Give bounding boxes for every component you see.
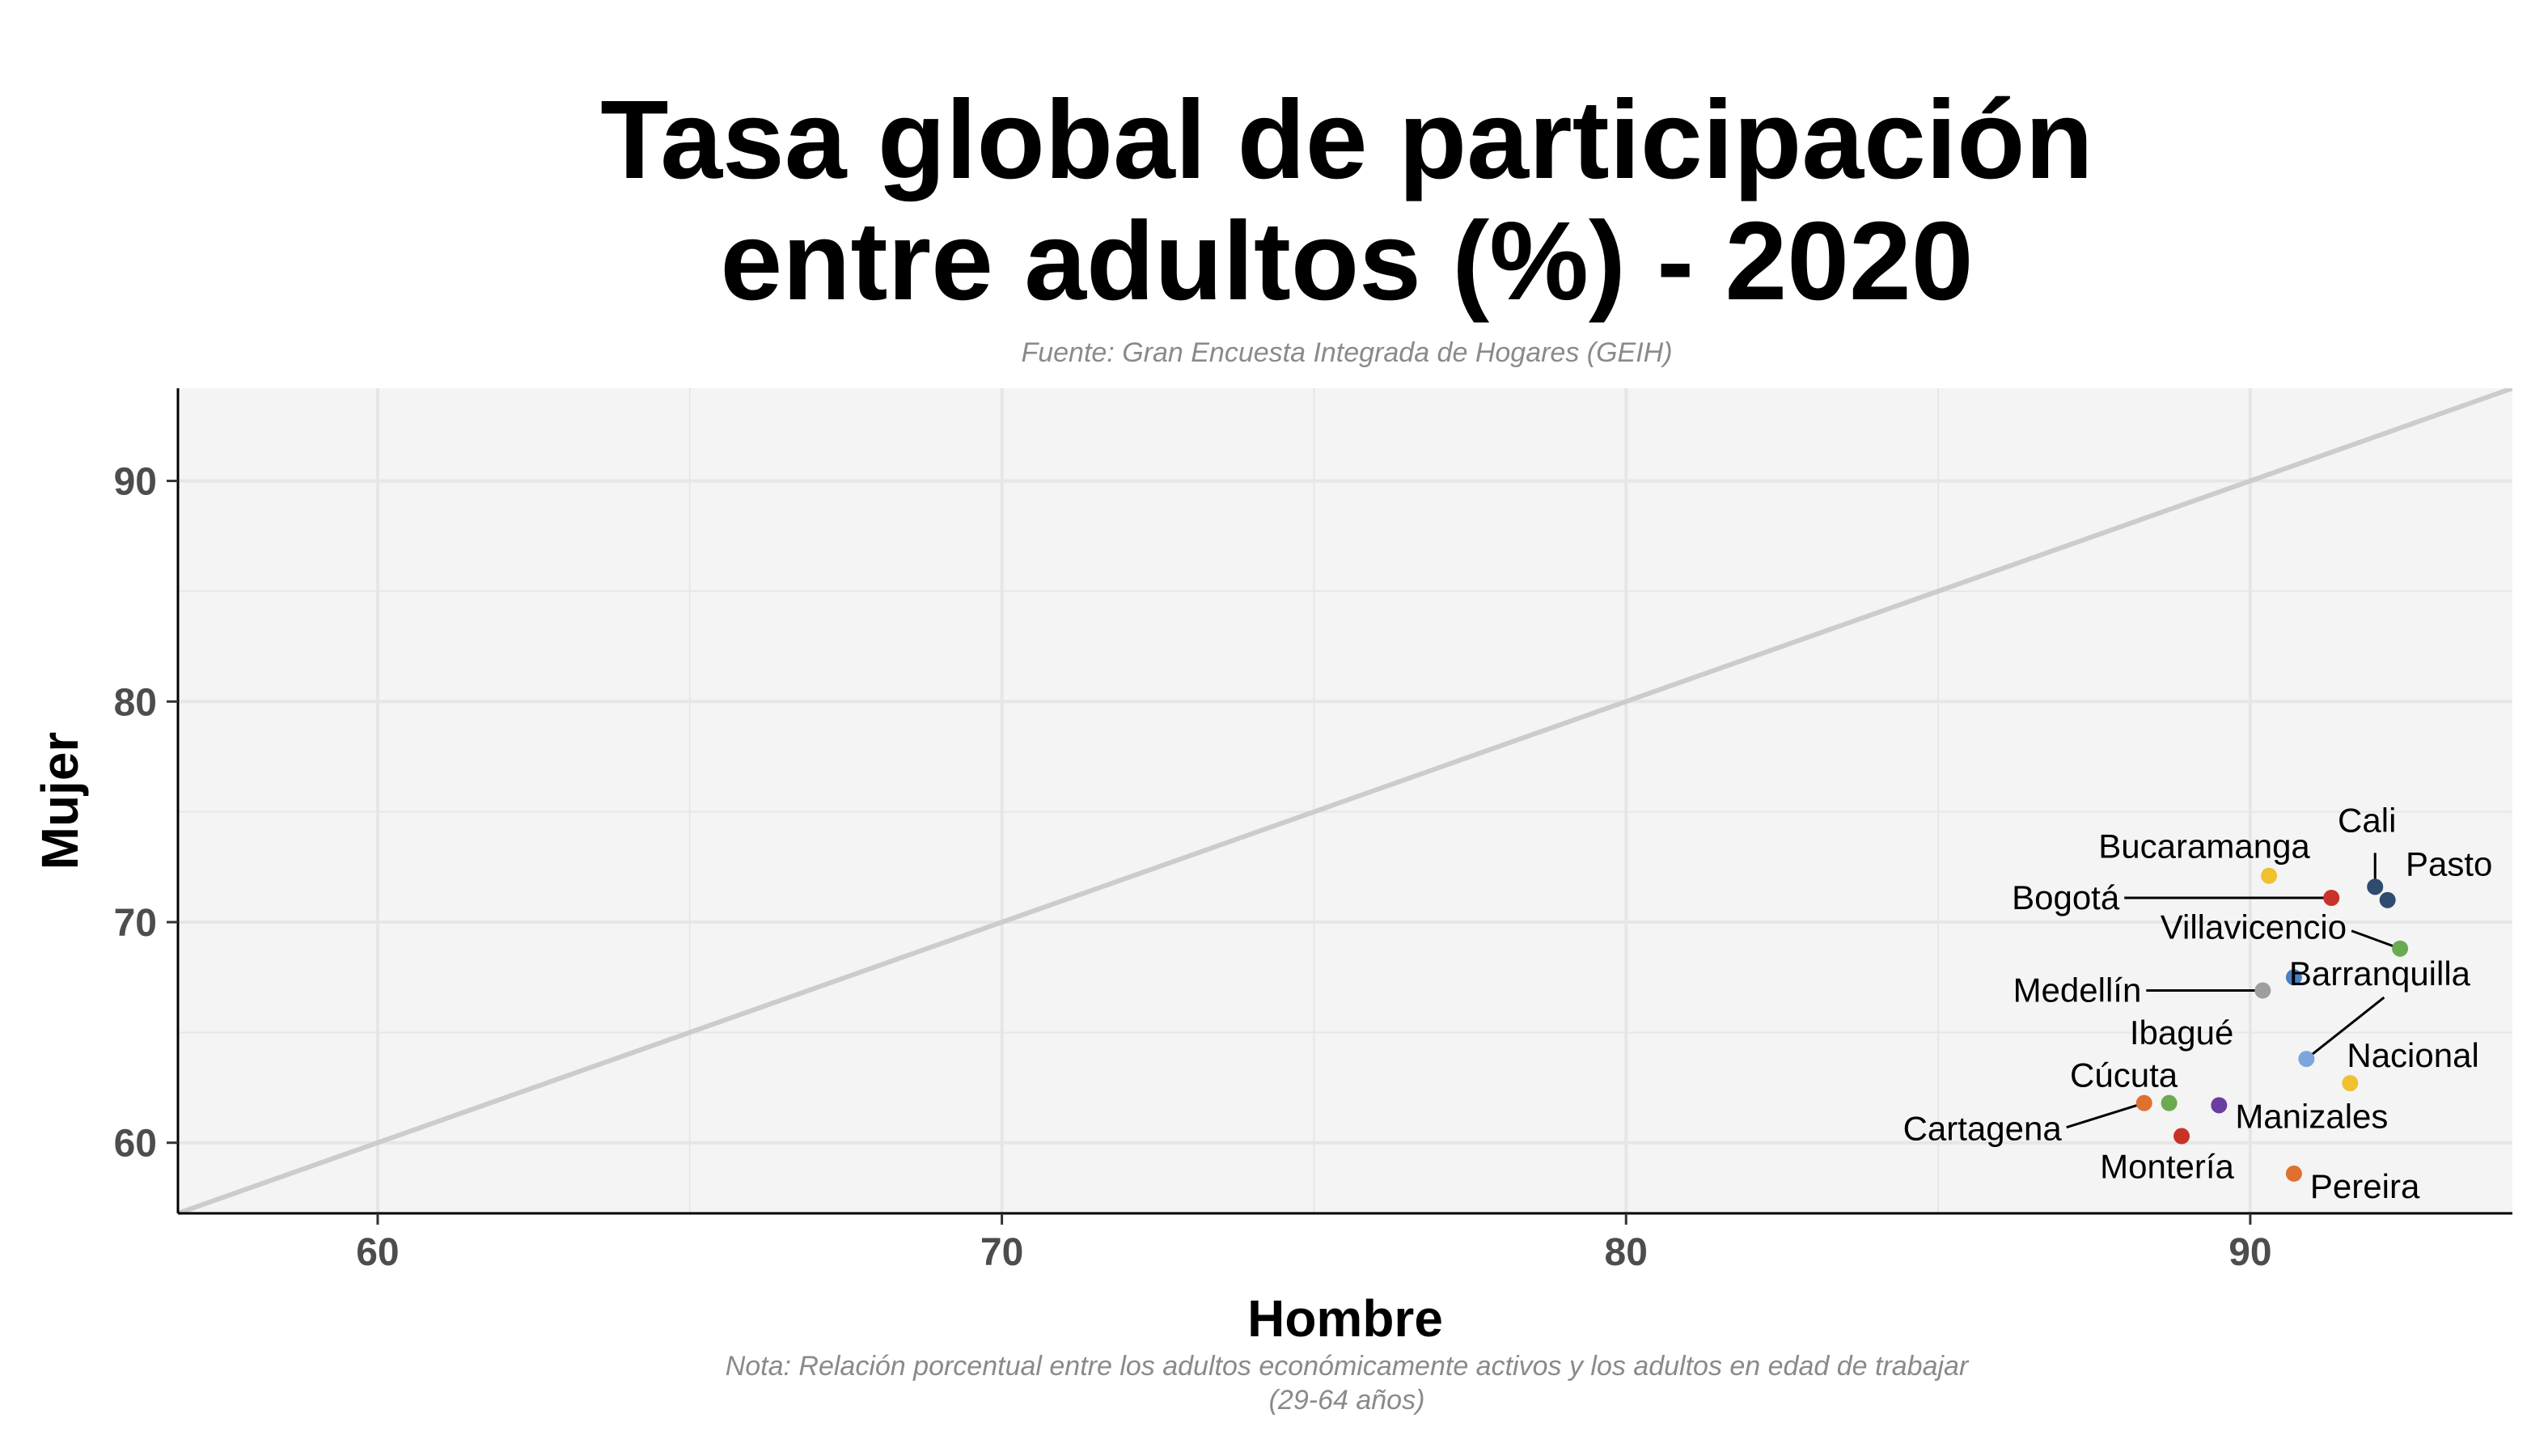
leader-line [2066, 1102, 2145, 1129]
data-point [2367, 878, 2384, 895]
x-tick-label: 90 [2228, 1231, 2271, 1274]
axis-ticks: 60 70 80 90 60 70 80 90 [114, 461, 2272, 1274]
point-label: Bogotá [2012, 878, 2120, 916]
leader-line [2305, 996, 2385, 1060]
data-points [2135, 867, 2409, 1182]
point-label: Nacional [2347, 1036, 2478, 1074]
y-tick-label: 80 [114, 681, 157, 724]
data-point [2298, 1051, 2315, 1068]
data-point [2261, 867, 2278, 884]
chart-title-line-1: Tasa global de participación [600, 78, 2093, 202]
data-point [2254, 982, 2271, 999]
point-label: Cartagena [1903, 1110, 2063, 1148]
data-point [2323, 890, 2340, 906]
x-tick-label: 70 [980, 1231, 1023, 1274]
point-label: Manizales [2235, 1097, 2388, 1135]
data-point [2379, 891, 2396, 908]
data-point [2211, 1097, 2228, 1114]
x-axis-title: Hombre [1247, 1289, 1443, 1348]
y-tick-label: 60 [114, 1123, 157, 1166]
y-tick-label: 70 [114, 902, 157, 945]
data-point [2392, 940, 2409, 957]
point-label: Barranquilla [2289, 954, 2471, 993]
x-tick-label: 60 [356, 1231, 399, 1274]
point-label: Montería [2100, 1148, 2234, 1186]
caption-line-2: (29-64 años) [1269, 1385, 1425, 1416]
point-label: Cúcuta [2070, 1056, 2178, 1094]
leader-line [2351, 929, 2401, 950]
point-labels: Cali Pasto Bucaramanga Bogotá Villavicencio B… [1903, 801, 2493, 1205]
y-tick-label: 90 [114, 461, 157, 504]
point-label: Bucaramanga [2098, 827, 2310, 866]
reference-line [178, 388, 2512, 1213]
point-label: Medellín [2013, 971, 2142, 1009]
chart-subtitle: Fuente: Gran Encuesta Integrada de Hogar… [1021, 337, 1672, 368]
data-point [2285, 969, 2302, 986]
grid-lines [178, 388, 2512, 1213]
data-point [2161, 1094, 2178, 1111]
data-point [2342, 1075, 2359, 1092]
point-label: Cali [2338, 801, 2396, 839]
x-tick-label: 80 [1605, 1231, 1648, 1274]
point-label: Villavicencio [2161, 908, 2347, 946]
y-axis-title: Mujer [31, 732, 89, 870]
caption-line-1: Nota: Relación porcentual entre los adul… [726, 1351, 1970, 1382]
chart-title-line-2: entre adultos (%) - 2020 [720, 199, 1973, 324]
point-label: Ibagué [2130, 1014, 2233, 1052]
data-point [2285, 1165, 2302, 1182]
point-label: Pasto [2406, 845, 2492, 883]
data-point [2173, 1128, 2190, 1145]
point-label: Pereira [2310, 1167, 2420, 1205]
data-point [2135, 1094, 2152, 1111]
